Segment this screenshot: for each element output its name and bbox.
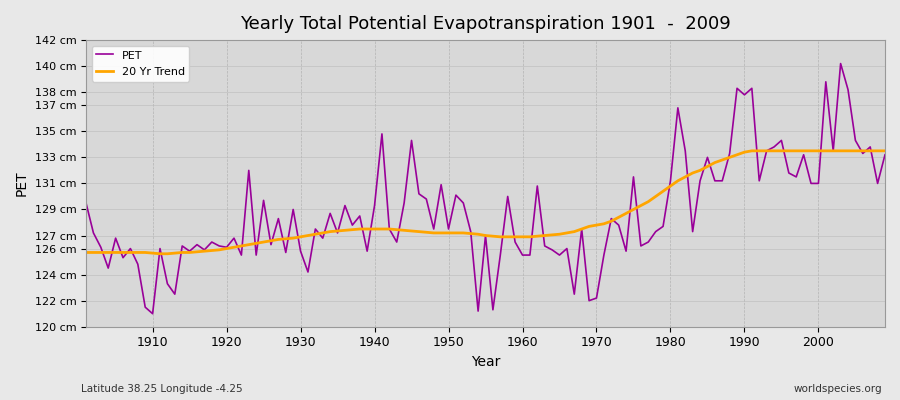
Line: 20 Yr Trend: 20 Yr Trend [86, 151, 885, 254]
20 Yr Trend [310, 232, 320, 237]
20 Yr Trend [81, 250, 92, 255]
PET [613, 223, 624, 228]
X-axis label: Year: Year [471, 355, 500, 369]
20 Yr Trend [746, 148, 757, 153]
PET [835, 61, 846, 66]
Text: worldspecies.org: worldspecies.org [794, 384, 882, 394]
PET [148, 311, 158, 316]
Line: PET: PET [86, 64, 885, 314]
PET [140, 305, 150, 310]
Y-axis label: PET: PET [15, 171, 29, 196]
20 Yr Trend [140, 250, 150, 255]
20 Yr Trend [879, 148, 890, 153]
PET [355, 214, 365, 218]
PET [310, 227, 320, 232]
Text: Latitude 38.25 Longitude -4.25: Latitude 38.25 Longitude -4.25 [81, 384, 243, 394]
20 Yr Trend [525, 234, 535, 239]
PET [518, 253, 528, 258]
20 Yr Trend [355, 227, 365, 232]
PET [879, 152, 890, 157]
20 Yr Trend [155, 251, 166, 256]
20 Yr Trend [613, 215, 624, 220]
Legend: PET, 20 Yr Trend: PET, 20 Yr Trend [92, 46, 189, 82]
PET [525, 253, 535, 258]
20 Yr Trend [518, 234, 528, 239]
PET [81, 200, 92, 205]
Title: Yearly Total Potential Evapotranspiration 1901  -  2009: Yearly Total Potential Evapotranspiratio… [240, 15, 731, 33]
